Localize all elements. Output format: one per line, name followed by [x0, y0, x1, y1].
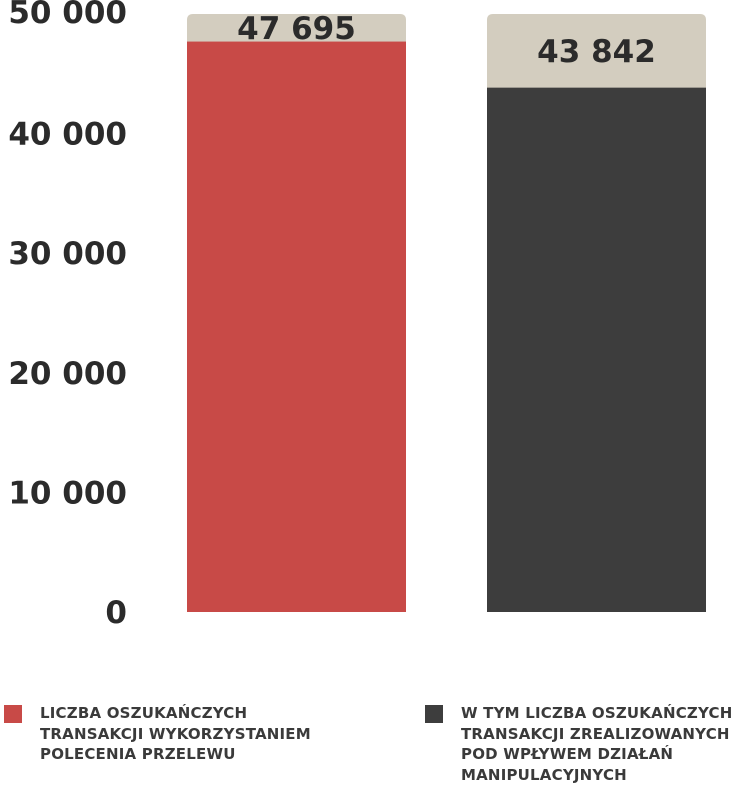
legend-item-manipulation-fraud: W TYM LICZBA OSZUKAŃCZYCH TRANSAKCJI ZRE… [425, 703, 753, 785]
y-tick-label: 40 000 [8, 117, 127, 153]
y-tick-label: 20 000 [8, 356, 127, 392]
bar-chart: 0 10 000 20 000 30 000 40 000 50 000 47 695 43 … [0, 0, 753, 640]
y-tick-label: 10 000 [8, 475, 127, 511]
legend-item-transfer-fraud: LICZBA OSZUKAŃCZYCH TRANSAKCJI WYKORZYST… [4, 703, 374, 765]
legend-line: TRANSAKCJI WYKORZYSTANIEM [40, 724, 311, 745]
legend-line: TRANSAKCJI ZREALIZOWANYCH [461, 724, 732, 745]
legend-line: POLECENIA PRZELEWU [40, 744, 311, 765]
legend-swatch-dark [425, 705, 443, 723]
bar-value-label: 43 842 [537, 34, 656, 70]
y-tick-label: 30 000 [8, 236, 127, 272]
legend-label: W TYM LICZBA OSZUKAŃCZYCH TRANSAKCJI ZRE… [461, 703, 732, 785]
bar [187, 42, 406, 612]
legend-swatch-red [4, 705, 22, 723]
bar [487, 88, 706, 612]
y-tick-label: 0 [105, 595, 127, 631]
legend-line: LICZBA OSZUKAŃCZYCH [40, 703, 311, 724]
legend-line: MANIPULACYJNYCH [461, 765, 732, 785]
y-tick-label: 50 000 [8, 0, 127, 31]
legend-line: W TYM LICZBA OSZUKAŃCZYCH [461, 703, 732, 724]
legend-label: LICZBA OSZUKAŃCZYCH TRANSAKCJI WYKORZYST… [40, 703, 311, 765]
legend-line: POD WPŁYWEM DZIAŁAŃ [461, 744, 732, 765]
bar-value-label: 47 695 [237, 11, 356, 47]
